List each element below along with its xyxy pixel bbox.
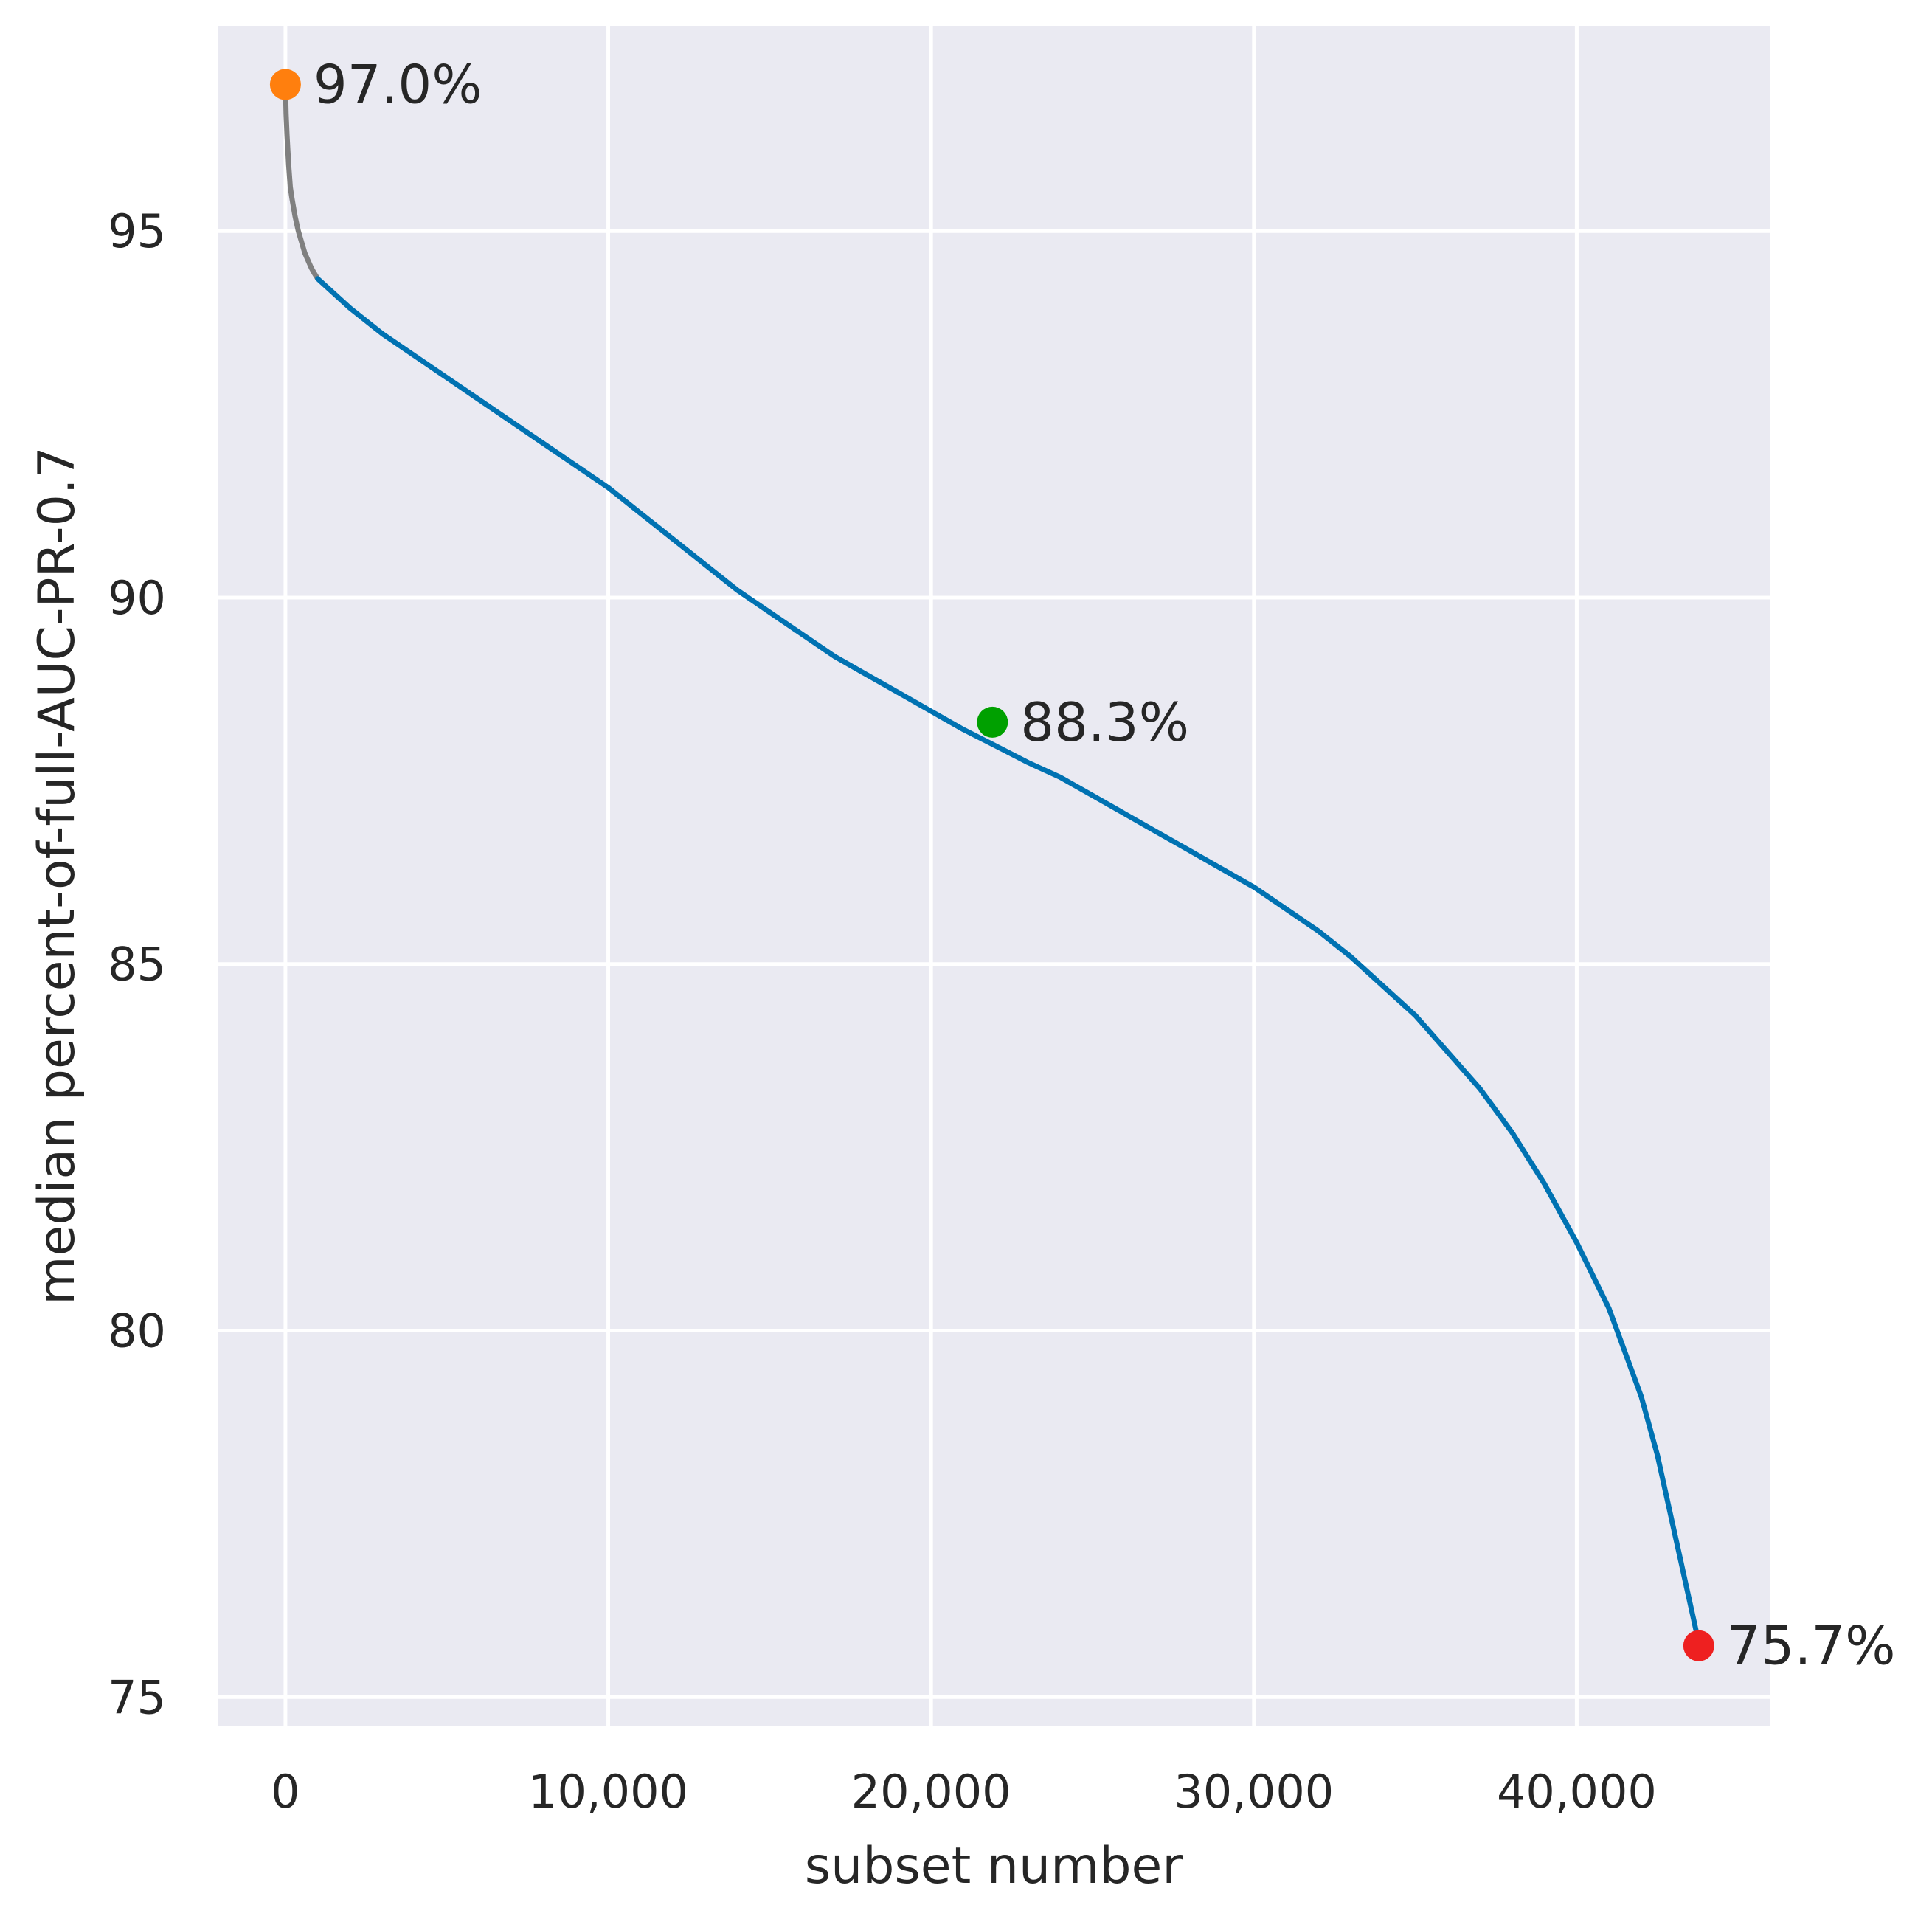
y-tick-label: 90: [108, 571, 166, 625]
y-tick-labels: 75 80 85 90 95: [108, 204, 166, 1724]
series-line: [315, 276, 1702, 1649]
x-tick-label: 0: [271, 1765, 300, 1819]
highlight-label: 97.0%: [314, 53, 482, 115]
highlight-points: 97.0% 88.3% 75.7%: [269, 53, 1896, 1677]
x-gridlines: [283, 26, 1579, 1726]
y-tick-label: 80: [108, 1304, 166, 1358]
x-axis-label: subset number: [805, 1837, 1183, 1895]
x-tick-label: 10,000: [528, 1765, 688, 1819]
highlight-label: 75.7%: [1727, 1615, 1896, 1677]
y-tick-label: 95: [108, 204, 166, 258]
y-axis-label: median percent-of-full-AUC-PR-0.7: [28, 446, 86, 1304]
x-tick-label: 20,000: [851, 1765, 1011, 1819]
series-lines: [283, 82, 1702, 1649]
x-tick-label: 30,000: [1174, 1765, 1334, 1819]
plot-area: [218, 26, 1770, 1726]
highlight-point: [1683, 1630, 1714, 1661]
series-line: [283, 82, 321, 282]
highlight-point: [977, 706, 1008, 738]
highlight-label: 88.3%: [1020, 691, 1189, 753]
y-tick-label: 85: [108, 938, 166, 992]
highlight-point: [269, 69, 301, 100]
y-gridlines: [218, 229, 1770, 1699]
x-tick-label: 40,000: [1497, 1765, 1657, 1819]
x-tick-labels: 0 10,000 20,000 30,000 40,000: [271, 1765, 1657, 1819]
y-tick-label: 75: [108, 1670, 166, 1724]
